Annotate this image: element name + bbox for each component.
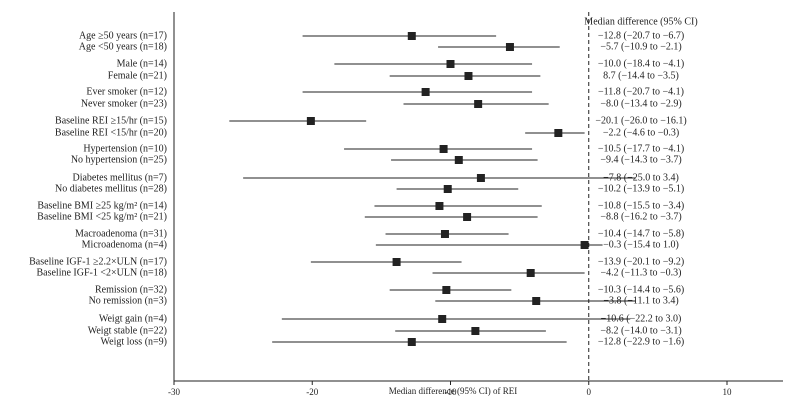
ci-label: −5.7 (−10.9 to −2.1) [600, 41, 681, 52]
row-label: Baseline REI ≥15/hr (n=15) [55, 115, 167, 126]
row-label: No hypertension (n=25) [71, 154, 167, 165]
point-estimate [446, 60, 455, 68]
point-estimate [438, 315, 447, 323]
row-label: Diabetes mellitus (n=7) [72, 172, 167, 183]
row-label: Hypertension (n=10) [83, 143, 167, 154]
row-label: No diabetes mellitus (n=28) [55, 183, 167, 194]
x-tick-label: 0 [587, 387, 592, 397]
row-label: Male (n=14) [117, 58, 167, 69]
point-estimate [463, 213, 472, 221]
row-label: Female (n=21) [108, 70, 167, 81]
ci-label: −11.8 (−20.7 to −4.1) [598, 86, 684, 97]
x-tick-label: -10 [445, 387, 457, 397]
row-label: Baseline BMI <25 kg/m² (n=21) [37, 211, 167, 222]
row-label: Weigt gain (n=4) [99, 313, 167, 324]
x-tick-label: -30 [168, 387, 180, 397]
point-estimate [474, 100, 483, 108]
ci-label: −8.8 (−16.2 to −3.7) [600, 211, 681, 222]
ci-label: −10.2 (−13.9 to −5.1) [598, 183, 684, 194]
ci-label: −10.5 (−17.7 to −4.1) [598, 143, 684, 154]
point-estimate [435, 202, 444, 210]
row-label: Baseline REI <15/hr (n=20) [55, 127, 167, 138]
row-label: Weigt stable (n=22) [88, 325, 167, 336]
point-estimate [526, 269, 535, 277]
ci-label: −0.3 (−15.4 to 1.0) [603, 239, 679, 250]
row-label: Ever smoker (n=12) [86, 86, 167, 97]
ci-label: −4.2 (−11.3 to −0.3) [601, 267, 682, 278]
point-estimate [421, 88, 430, 96]
x-axis-label: Median difference (95% CI) of REI [389, 386, 518, 396]
point-estimate [580, 241, 589, 249]
ci-label: −7.8 (−25.0 to 3.4) [603, 172, 679, 183]
row-label: Never smoker (n=23) [81, 98, 167, 109]
point-estimate [392, 258, 401, 266]
ci-label: 8.7 (−14.4 to −3.5) [603, 70, 679, 81]
row-label: Age <50 years (n=18) [79, 41, 167, 52]
column-header: Median difference (95% CI) [584, 16, 697, 27]
point-estimate [407, 338, 416, 346]
ci-label: −9.4 (−14.3 to −3.7) [600, 154, 681, 165]
point-estimate [439, 145, 448, 153]
row-label: Remission (n=32) [95, 284, 167, 295]
point-estimate [440, 230, 449, 238]
ci-label: −10.3 (−14.4 to −5.6) [598, 284, 684, 295]
point-estimate [454, 156, 463, 164]
point-estimate [306, 117, 315, 125]
row-label: Baseline IGF-1 <2×ULN (n=18) [36, 267, 167, 278]
row-label: Weigt loss (n=9) [101, 336, 168, 347]
point-estimate [443, 185, 452, 193]
ci-label: −8.0 (−13.4 to −2.9) [600, 98, 681, 109]
ci-label: −3.8 (−11.1 to 3.4) [603, 295, 678, 306]
point-estimate [471, 327, 480, 335]
x-tick-label: -20 [306, 387, 318, 397]
ci-label: −10.8 (−15.5 to −3.4) [598, 200, 684, 211]
ci-label: −10.6 (−22.2 to 3.0) [601, 313, 682, 324]
row-label: Baseline BMI ≥25 kg/m² (n=14) [37, 200, 167, 211]
row-label: Macroadenoma (n=31) [75, 228, 167, 239]
ci-label: −20.1 (−26.0 to −16.1) [595, 115, 686, 126]
row-label: Baseline IGF-1 ≥2.2×ULN (n=17) [29, 256, 167, 267]
ci-label: −12.8 (−20.7 to −6.7) [598, 30, 684, 41]
ci-label: −13.9 (−20.1 to −9.2) [598, 256, 684, 267]
ci-label: −10.0 (−18.4 to −4.1) [598, 58, 684, 69]
row-label: No remission (n=3) [89, 295, 167, 306]
x-tick-label: 10 [723, 387, 733, 397]
ci-label: −2.2 (−4.6 to −0.3) [603, 127, 679, 138]
row-label: Microadenoma (n=4) [82, 239, 167, 250]
point-estimate [505, 43, 514, 51]
point-estimate [442, 286, 451, 294]
point-estimate [464, 72, 473, 80]
point-estimate [554, 129, 563, 137]
point-estimate [407, 32, 416, 40]
ci-label: −12.8 (−22.9 to −1.6) [598, 336, 684, 347]
row-label: Age ≥50 years (n=17) [79, 30, 167, 41]
point-estimate [476, 174, 485, 182]
ci-label: −10.4 (−14.7 to −5.8) [598, 228, 684, 239]
point-estimate [532, 297, 541, 305]
ci-label: −8.2 (−14.0 to −3.1) [600, 325, 681, 336]
